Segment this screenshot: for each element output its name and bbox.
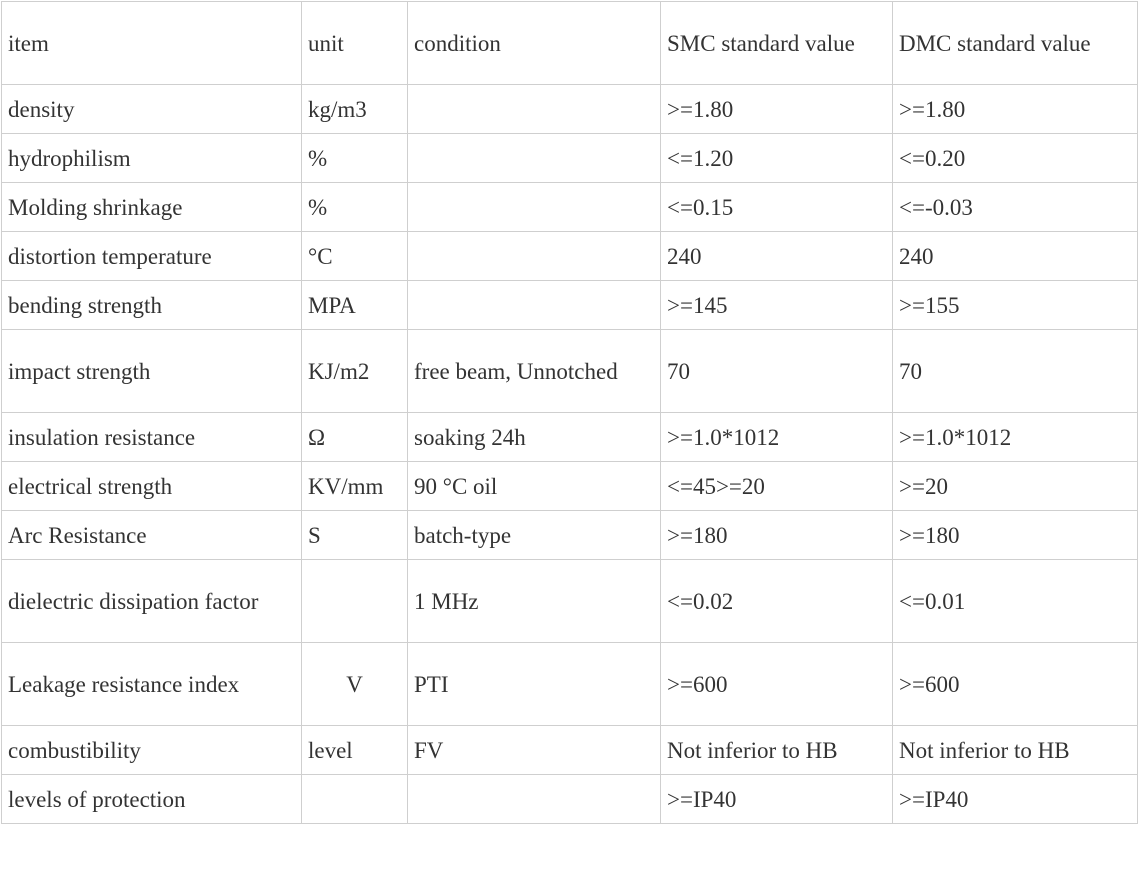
condition-cell: free beam, Unnotched (407, 329, 661, 413)
dmc-value-cell: >=1.0*1012 (892, 412, 1138, 462)
smc-value-cell: >=180 (660, 510, 893, 560)
condition-cell (407, 182, 661, 232)
header-unit: unit (301, 1, 408, 85)
dmc-value-cell: >=20 (892, 461, 1138, 511)
smc-value-cell: <=0.02 (660, 559, 893, 643)
header-item: item (1, 1, 302, 85)
condition-cell (407, 231, 661, 281)
table-row: Molding shrinkage % <=0.15 <=-0.03 (1, 182, 1138, 232)
unit-cell (301, 774, 408, 824)
condition-cell (407, 133, 661, 183)
unit-cell: S (301, 510, 408, 560)
dmc-value-cell: <=0.20 (892, 133, 1138, 183)
table-row: dielectric dissipation factor 1 MHz <=0.… (1, 559, 1138, 643)
unit-cell (301, 559, 408, 643)
condition-cell: 1 MHz (407, 559, 661, 643)
item-cell: impact strength (1, 329, 302, 413)
table-row: hydrophilism % <=1.20 <=0.20 (1, 133, 1138, 183)
dmc-value-cell: 70 (892, 329, 1138, 413)
smc-value-cell: <=45>=20 (660, 461, 893, 511)
smc-value-cell: >=600 (660, 642, 893, 726)
smc-value-cell: >=145 (660, 280, 893, 330)
table-row: impact strength KJ/m2 free beam, Unnotch… (1, 329, 1138, 413)
dmc-value-cell: <=0.01 (892, 559, 1138, 643)
item-cell: distortion temperature (1, 231, 302, 281)
unit-cell: kg/m3 (301, 84, 408, 134)
unit-cell: level (301, 725, 408, 775)
condition-cell: 90 °C oil (407, 461, 661, 511)
unit-cell: V (301, 642, 408, 726)
dmc-value-cell: Not inferior to HB (892, 725, 1138, 775)
item-cell: dielectric dissipation factor (1, 559, 302, 643)
condition-cell (407, 84, 661, 134)
item-cell: Arc Resistance (1, 510, 302, 560)
condition-cell: soaking 24h (407, 412, 661, 462)
item-cell: Molding shrinkage (1, 182, 302, 232)
unit-cell: KJ/m2 (301, 329, 408, 413)
item-cell: density (1, 84, 302, 134)
dmc-value-cell: 240 (892, 231, 1138, 281)
header-smc-standard-value: SMC standard value (660, 1, 893, 85)
item-cell: hydrophilism (1, 133, 302, 183)
unit-cell: Ω (301, 412, 408, 462)
table-row: combustibility level FV Not inferior to … (1, 725, 1138, 775)
smc-value-cell: 240 (660, 231, 893, 281)
table-row: levels of protection >=IP40 >=IP40 (1, 774, 1138, 824)
smc-value-cell: >=1.80 (660, 84, 893, 134)
header-row: item unit condition SMC standard value D… (1, 1, 1138, 85)
unit-cell: % (301, 133, 408, 183)
condition-cell (407, 774, 661, 824)
unit-cell: °C (301, 231, 408, 281)
dmc-value-cell: >=155 (892, 280, 1138, 330)
header-condition: condition (407, 1, 661, 85)
condition-cell (407, 280, 661, 330)
condition-cell: PTI (407, 642, 661, 726)
table-row: bending strength MPA >=145 >=155 (1, 280, 1138, 330)
item-cell: electrical strength (1, 461, 302, 511)
condition-cell: batch-type (407, 510, 661, 560)
table-row: Arc Resistance S batch-type >=180 >=180 (1, 510, 1138, 560)
dmc-value-cell: >=IP40 (892, 774, 1138, 824)
smc-value-cell: <=1.20 (660, 133, 893, 183)
smc-value-cell: >=IP40 (660, 774, 893, 824)
header-dmc-standard-value: DMC standard value (892, 1, 1138, 85)
table-row: electrical strength KV/mm 90 °C oil <=45… (1, 461, 1138, 511)
condition-cell: FV (407, 725, 661, 775)
item-cell: levels of protection (1, 774, 302, 824)
unit-cell: % (301, 182, 408, 232)
item-cell: insulation resistance (1, 412, 302, 462)
smc-value-cell: <=0.15 (660, 182, 893, 232)
unit-cell: KV/mm (301, 461, 408, 511)
smc-value-cell: 70 (660, 329, 893, 413)
item-cell: bending strength (1, 280, 302, 330)
dmc-value-cell: >=180 (892, 510, 1138, 560)
table-row: distortion temperature °C 240 240 (1, 231, 1138, 281)
item-cell: Leakage resistance index (1, 642, 302, 726)
table-row: density kg/m3 >=1.80 >=1.80 (1, 84, 1138, 134)
dmc-value-cell: >=1.80 (892, 84, 1138, 134)
item-cell: combustibility (1, 725, 302, 775)
unit-cell: MPA (301, 280, 408, 330)
smc-value-cell: Not inferior to HB (660, 725, 893, 775)
smc-value-cell: >=1.0*1012 (660, 412, 893, 462)
dmc-value-cell: >=600 (892, 642, 1138, 726)
dmc-value-cell: <=-0.03 (892, 182, 1138, 232)
properties-table: item unit condition SMC standard value D… (1, 1, 1138, 824)
table-row: insulation resistance Ω soaking 24h >=1.… (1, 412, 1138, 462)
table-row: Leakage resistance index V PTI >=600 >=6… (1, 642, 1138, 726)
